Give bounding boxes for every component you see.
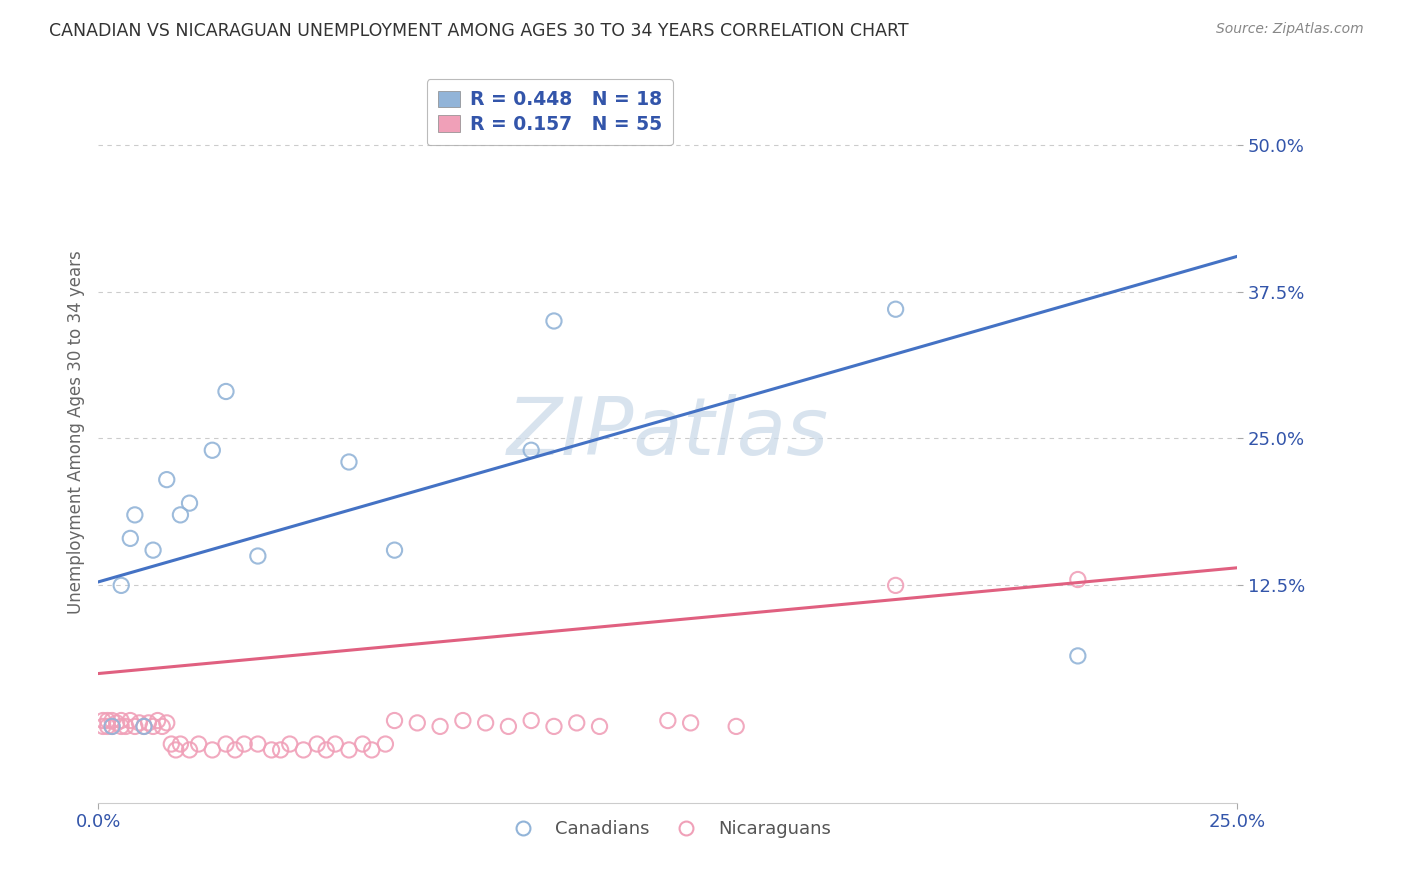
Point bbox=[588, 719, 610, 733]
Point bbox=[374, 737, 396, 751]
Point bbox=[307, 737, 329, 751]
Point bbox=[156, 473, 179, 487]
Point bbox=[498, 719, 520, 733]
Point bbox=[224, 743, 246, 757]
Point bbox=[360, 743, 382, 757]
Point bbox=[565, 715, 588, 730]
Text: CANADIAN VS NICARAGUAN UNEMPLOYMENT AMONG AGES 30 TO 34 YEARS CORRELATION CHART: CANADIAN VS NICARAGUAN UNEMPLOYMENT AMON… bbox=[49, 22, 908, 40]
Point bbox=[201, 443, 224, 458]
Point bbox=[215, 384, 238, 399]
Point bbox=[384, 543, 406, 558]
Point bbox=[124, 719, 146, 733]
Point bbox=[169, 508, 191, 522]
Point bbox=[429, 719, 451, 733]
Point bbox=[246, 737, 269, 751]
Point bbox=[337, 455, 360, 469]
Point bbox=[128, 715, 150, 730]
Point bbox=[101, 714, 124, 728]
Point bbox=[725, 719, 748, 733]
Point bbox=[142, 719, 165, 733]
Point bbox=[124, 508, 146, 522]
Point bbox=[114, 719, 136, 733]
Point bbox=[169, 737, 191, 751]
Point bbox=[146, 714, 169, 728]
Point bbox=[187, 737, 209, 751]
Point bbox=[260, 743, 283, 757]
Point bbox=[233, 737, 256, 751]
Point bbox=[132, 719, 155, 733]
Text: Source: ZipAtlas.com: Source: ZipAtlas.com bbox=[1216, 22, 1364, 37]
Y-axis label: Unemployment Among Ages 30 to 34 years: Unemployment Among Ages 30 to 34 years bbox=[66, 251, 84, 615]
Point bbox=[110, 714, 132, 728]
Point bbox=[384, 714, 406, 728]
Point bbox=[138, 715, 160, 730]
Point bbox=[150, 719, 173, 733]
Point bbox=[201, 743, 224, 757]
Point bbox=[142, 543, 165, 558]
Point bbox=[520, 714, 543, 728]
Point bbox=[215, 737, 238, 751]
Point bbox=[110, 719, 132, 733]
Point bbox=[474, 715, 496, 730]
Point bbox=[132, 719, 155, 733]
Point bbox=[406, 715, 429, 730]
Point bbox=[679, 715, 702, 730]
Point bbox=[1067, 648, 1090, 663]
Legend: Canadians, Nicaraguans: Canadians, Nicaraguans bbox=[498, 814, 838, 846]
Point bbox=[165, 743, 187, 757]
Point bbox=[101, 719, 124, 733]
Point bbox=[246, 549, 269, 563]
Point bbox=[160, 737, 183, 751]
Point bbox=[270, 743, 292, 757]
Text: ZIPatlas: ZIPatlas bbox=[506, 393, 830, 472]
Point bbox=[96, 714, 118, 728]
Point bbox=[179, 496, 201, 510]
Point bbox=[323, 737, 346, 751]
Point bbox=[352, 737, 374, 751]
Point bbox=[451, 714, 474, 728]
Point bbox=[292, 743, 315, 757]
Point bbox=[120, 714, 142, 728]
Point bbox=[96, 719, 118, 733]
Point bbox=[884, 302, 907, 317]
Point bbox=[110, 578, 132, 592]
Point bbox=[1067, 573, 1090, 587]
Point bbox=[101, 719, 124, 733]
Point bbox=[278, 737, 301, 751]
Point bbox=[543, 719, 565, 733]
Point bbox=[120, 532, 142, 546]
Point bbox=[657, 714, 679, 728]
Point bbox=[315, 743, 337, 757]
Point bbox=[91, 714, 114, 728]
Point bbox=[520, 443, 543, 458]
Point bbox=[156, 715, 179, 730]
Point bbox=[105, 715, 128, 730]
Point bbox=[884, 578, 907, 592]
Point bbox=[543, 314, 565, 328]
Point bbox=[179, 743, 201, 757]
Point bbox=[337, 743, 360, 757]
Point bbox=[91, 719, 114, 733]
